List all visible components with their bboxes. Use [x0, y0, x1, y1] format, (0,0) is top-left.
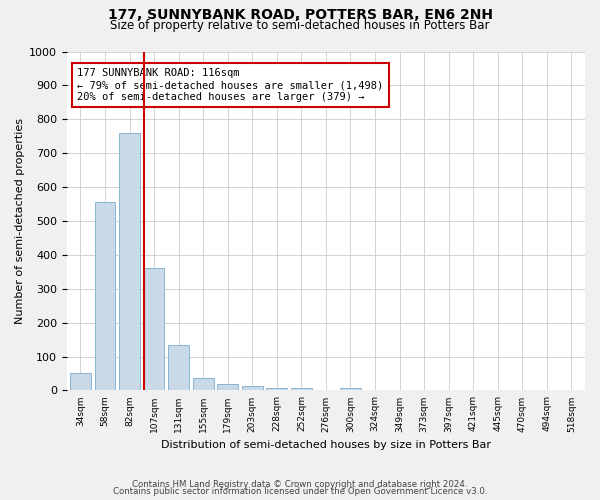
Y-axis label: Number of semi-detached properties: Number of semi-detached properties	[15, 118, 25, 324]
Bar	[143, 268, 164, 390]
Text: Contains HM Land Registry data © Crown copyright and database right 2024.: Contains HM Land Registry data © Crown c…	[132, 480, 468, 489]
Bar	[95, 202, 115, 390]
Bar	[340, 388, 361, 390]
Bar	[266, 388, 287, 390]
Bar	[217, 384, 238, 390]
X-axis label: Distribution of semi-detached houses by size in Potters Bar: Distribution of semi-detached houses by …	[161, 440, 491, 450]
Text: Contains public sector information licensed under the Open Government Licence v3: Contains public sector information licen…	[113, 488, 487, 496]
Bar	[291, 388, 312, 390]
Bar	[70, 374, 91, 390]
Bar	[168, 346, 189, 391]
Text: Size of property relative to semi-detached houses in Potters Bar: Size of property relative to semi-detach…	[110, 19, 490, 32]
Text: 177 SUNNYBANK ROAD: 116sqm
← 79% of semi-detached houses are smaller (1,498)
20%: 177 SUNNYBANK ROAD: 116sqm ← 79% of semi…	[77, 68, 383, 102]
Bar	[193, 378, 214, 390]
Bar	[242, 386, 263, 390]
Bar	[119, 133, 140, 390]
Text: 177, SUNNYBANK ROAD, POTTERS BAR, EN6 2NH: 177, SUNNYBANK ROAD, POTTERS BAR, EN6 2N…	[107, 8, 493, 22]
